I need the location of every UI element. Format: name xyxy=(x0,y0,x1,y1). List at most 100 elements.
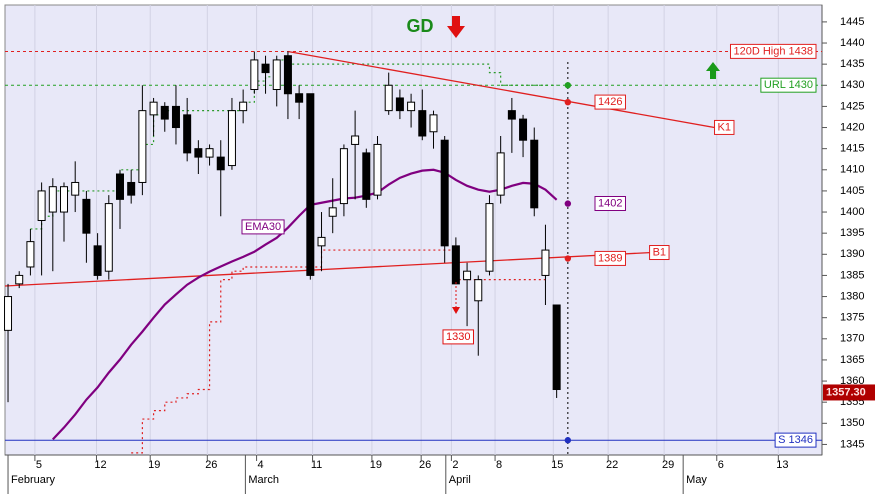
trendline-label-box xyxy=(714,119,735,135)
candle-body xyxy=(183,114,192,154)
y-tick-label: 1430 xyxy=(840,79,864,91)
candle-body xyxy=(194,148,203,158)
candle-body xyxy=(440,139,449,247)
target-label-box xyxy=(442,329,474,345)
candle-body xyxy=(250,59,259,91)
candle-body xyxy=(37,190,46,221)
marker-dot xyxy=(564,255,572,262)
level-label: 120D High 1438 xyxy=(733,45,813,57)
y-tick-label: 1425 xyxy=(840,100,864,112)
trendline-label: K1 xyxy=(718,121,731,133)
y-tick-label: 1420 xyxy=(840,121,864,133)
candle-body xyxy=(239,101,248,112)
marker-dot xyxy=(564,200,572,207)
x-tick-label: 13 xyxy=(776,459,788,471)
month-label: February xyxy=(11,474,56,486)
marker-dot xyxy=(564,82,572,89)
candle-body xyxy=(463,270,472,281)
candle-body xyxy=(451,245,460,285)
month-label: April xyxy=(449,474,471,486)
candle-body xyxy=(429,114,438,133)
candle-body xyxy=(15,274,24,285)
candle-body xyxy=(138,110,147,183)
marker-dot xyxy=(564,98,572,106)
candle-body xyxy=(216,156,225,171)
ema-line xyxy=(52,168,558,441)
candle-body xyxy=(384,84,393,112)
y-tick-label: 1345 xyxy=(840,438,864,450)
marker-label-box xyxy=(594,94,626,110)
month-label: May xyxy=(686,474,707,486)
y-tick-label: 1375 xyxy=(840,312,864,324)
candle-body xyxy=(104,203,113,272)
candle-body xyxy=(485,203,494,272)
marker-dot xyxy=(564,437,572,444)
target-label: 1330 xyxy=(446,331,470,343)
trendline xyxy=(287,50,715,129)
candle-body xyxy=(127,181,136,196)
candle-body xyxy=(171,105,180,129)
candle-body xyxy=(519,118,528,141)
x-tick-label: 22 xyxy=(606,459,618,471)
chart-title: GD xyxy=(407,16,434,36)
trendline-label-box xyxy=(649,245,670,261)
candle-body xyxy=(205,148,214,158)
candle-body xyxy=(93,245,102,276)
y-tick-label: 1360 xyxy=(840,375,864,387)
x-tick-label: 26 xyxy=(205,459,217,471)
series-label-box xyxy=(241,219,285,235)
candle-body xyxy=(317,236,326,247)
y-tick-label: 1365 xyxy=(840,354,864,366)
candle-body xyxy=(261,63,270,74)
level-label-box xyxy=(729,43,817,59)
candle-body xyxy=(4,296,13,331)
candle-body xyxy=(395,97,404,112)
candle-body xyxy=(115,173,124,200)
x-tick-label: 15 xyxy=(551,459,563,471)
marker-label: 1426 xyxy=(598,96,622,108)
candle-body xyxy=(160,105,169,120)
target-arrowhead xyxy=(452,307,460,314)
candle-body xyxy=(530,139,539,209)
level-label: URL 1430 xyxy=(764,79,813,91)
y-tick-label: 1390 xyxy=(840,248,864,260)
candle-body xyxy=(71,181,80,196)
y-tick-label: 1380 xyxy=(840,290,864,302)
month-label: March xyxy=(248,474,279,486)
x-tick-label: 26 xyxy=(419,459,431,471)
candle-body xyxy=(272,59,281,91)
x-tick-label: 29 xyxy=(662,459,674,471)
y-tick-label: 1350 xyxy=(840,417,864,429)
x-tick-label: 19 xyxy=(148,459,160,471)
candle-body xyxy=(295,93,304,103)
candle-body xyxy=(474,279,483,302)
stop-line xyxy=(131,249,546,454)
down-arrow xyxy=(447,16,465,38)
last-price-box xyxy=(823,384,875,401)
level-label-box xyxy=(760,77,817,93)
candle-body xyxy=(328,207,337,217)
last-price-label: 1357.30 xyxy=(826,386,866,398)
y-tick-label: 1410 xyxy=(840,164,864,176)
level-label-box xyxy=(774,432,817,448)
candle-body xyxy=(418,110,427,137)
candle-body xyxy=(306,93,315,276)
candle-body xyxy=(283,55,292,95)
x-tick-label: 5 xyxy=(36,459,42,471)
x-tick-label: 6 xyxy=(718,459,724,471)
candle-body xyxy=(149,101,158,116)
plot-area xyxy=(4,4,823,456)
candle-body xyxy=(227,110,236,167)
y-tick-label: 1395 xyxy=(840,227,864,239)
marker-label-box xyxy=(594,195,626,211)
candle-body xyxy=(351,135,360,145)
candle-body xyxy=(541,249,550,276)
series-label: EMA30 xyxy=(245,221,281,233)
marker-label-box xyxy=(594,250,626,266)
y-tick-label: 1405 xyxy=(840,185,864,197)
x-tick-label: 19 xyxy=(370,459,382,471)
candle-body xyxy=(48,186,57,213)
candle-body xyxy=(339,148,348,205)
y-tick-label: 1435 xyxy=(840,58,864,70)
